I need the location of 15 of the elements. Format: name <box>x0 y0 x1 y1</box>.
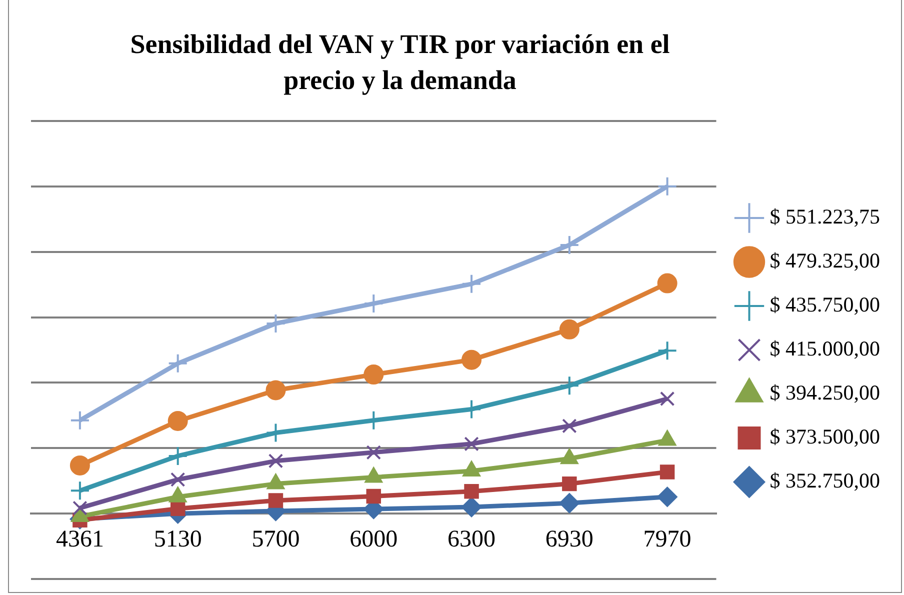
x-tick-label: 6300 <box>448 526 496 552</box>
x-tick-label: 5130 <box>154 526 202 552</box>
legend-label: $ 551.223,75 <box>770 204 880 229</box>
legend-label: $ 479.325,00 <box>770 248 880 273</box>
legend-label: $ 394.250,00 <box>770 380 880 405</box>
x-tick-label: 6000 <box>350 526 398 552</box>
legend-label: $ 373.500,00 <box>770 424 880 449</box>
legend-label: $ 352.750,00 <box>770 468 880 493</box>
x-tick-label: 7970 <box>643 526 692 552</box>
chart-title: Sensibilidad del VAN y TIR por variación en el precio y la demanda <box>129 28 671 97</box>
legend-label: $ 435.750,00 <box>770 292 880 317</box>
x-tick-label: 6930 <box>545 526 594 552</box>
x-tick-label: 4361 <box>56 526 104 552</box>
legend-label: $ 415.000,00 <box>770 336 880 361</box>
x-tick-label: 5700 <box>252 526 300 552</box>
